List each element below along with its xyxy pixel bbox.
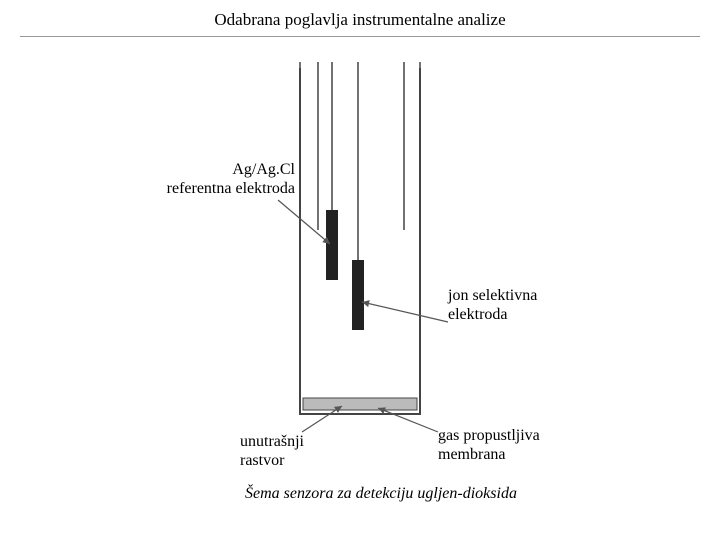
sensor-diagram [0, 0, 720, 540]
